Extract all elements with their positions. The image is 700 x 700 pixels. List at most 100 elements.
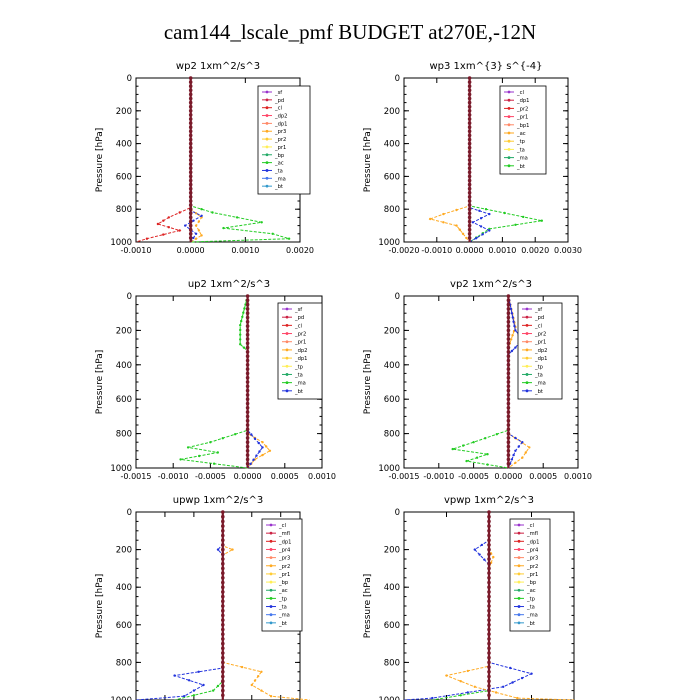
series-marker bbox=[487, 660, 491, 665]
series-marker bbox=[506, 436, 511, 440]
series-marker bbox=[475, 237, 478, 240]
series-marker bbox=[506, 406, 511, 410]
legend-marker bbox=[507, 164, 511, 168]
series-marker bbox=[245, 320, 250, 324]
legend-entry: _dp1 bbox=[534, 356, 547, 362]
series-line bbox=[469, 78, 542, 243]
series-marker bbox=[467, 96, 472, 101]
series-marker bbox=[221, 543, 225, 547]
series-marker bbox=[245, 294, 250, 298]
series-marker bbox=[245, 298, 250, 303]
plot-panel-2: wp3 1xm^{3} s^{-4} Pressure [hPa] 0 200 400 6… bbox=[363, 61, 582, 255]
legend-entry: _ma bbox=[534, 381, 546, 387]
series-marker bbox=[506, 363, 511, 367]
y-tick-label: 600 bbox=[384, 395, 400, 405]
plot-panel-1: wp2 1xm^2/s^3 Pressure [hPa] 0 200 400 600 800… bbox=[95, 61, 314, 255]
series-marker bbox=[200, 234, 203, 237]
series-marker bbox=[245, 311, 250, 316]
x-tick-label: -0.0015 bbox=[389, 472, 420, 481]
series-line bbox=[247, 296, 264, 469]
legend-marker bbox=[525, 364, 529, 368]
legend-marker bbox=[525, 323, 529, 327]
series-marker bbox=[245, 453, 250, 457]
series-marker bbox=[231, 548, 234, 551]
series-marker bbox=[506, 311, 511, 316]
series-marker bbox=[239, 324, 242, 327]
series-marker bbox=[221, 674, 225, 679]
series-marker bbox=[194, 237, 198, 240]
legend-marker bbox=[285, 381, 289, 385]
series-marker bbox=[260, 221, 263, 224]
series-marker bbox=[487, 538, 491, 542]
series-marker bbox=[221, 585, 225, 589]
series-marker bbox=[188, 162, 193, 166]
legend-marker bbox=[269, 564, 273, 568]
legend: _cl _dp1 _pr2 _pr1 _bp1 _ac _tp _ta _ma _bt bbox=[499, 85, 547, 175]
series-marker bbox=[245, 363, 250, 367]
legend-entry: _cl bbox=[526, 523, 534, 529]
legend-entry: _pr2 bbox=[534, 332, 546, 338]
legend-entry: _ma bbox=[516, 156, 528, 162]
series-marker bbox=[261, 453, 264, 457]
y-tick-label: 0 bbox=[127, 74, 132, 84]
x-tick-label: 0.0010 bbox=[231, 246, 259, 255]
series-marker bbox=[221, 608, 225, 613]
series-marker bbox=[506, 375, 511, 380]
series-marker bbox=[459, 680, 462, 683]
series-marker bbox=[506, 358, 511, 363]
series-marker bbox=[512, 320, 515, 323]
series-marker bbox=[245, 440, 250, 445]
legend-entry: _pr3 bbox=[274, 129, 286, 135]
series-marker bbox=[188, 154, 193, 158]
legend-marker bbox=[517, 548, 521, 551]
series-marker bbox=[188, 150, 193, 154]
y-tick-label: 0 bbox=[395, 292, 400, 302]
series-marker bbox=[494, 691, 498, 694]
legend-entry: _ac bbox=[278, 588, 288, 594]
y-tick-label: 800 bbox=[116, 205, 132, 215]
legend-entry: _pr3 bbox=[278, 556, 290, 562]
series-marker bbox=[268, 449, 272, 452]
series-marker bbox=[487, 618, 491, 622]
series-marker bbox=[484, 208, 488, 211]
series-marker bbox=[506, 345, 511, 350]
series-marker bbox=[467, 137, 472, 142]
legend-entry: _bt bbox=[274, 184, 283, 190]
x-tick-label: -0.0010 bbox=[423, 472, 454, 481]
series-marker bbox=[188, 137, 193, 142]
y-tick-label: 800 bbox=[116, 658, 132, 668]
x-tick-label: -0.0010 bbox=[421, 246, 452, 255]
legend-marker bbox=[525, 332, 529, 335]
series-marker bbox=[202, 683, 205, 687]
series-marker bbox=[221, 590, 225, 594]
series-marker bbox=[467, 170, 472, 175]
series-marker bbox=[467, 166, 472, 170]
series-marker bbox=[188, 121, 193, 125]
series-marker bbox=[287, 237, 291, 240]
series-marker bbox=[487, 510, 491, 514]
series-marker bbox=[506, 315, 511, 320]
legend-marker bbox=[525, 340, 529, 344]
series-marker bbox=[506, 354, 511, 359]
legend-marker bbox=[265, 121, 269, 125]
series-marker bbox=[245, 436, 250, 440]
series-marker bbox=[188, 145, 193, 150]
series-marker bbox=[510, 349, 514, 353]
series-marker bbox=[250, 433, 253, 436]
y-tick-label: 200 bbox=[384, 326, 400, 336]
series-marker bbox=[487, 514, 491, 519]
y-tick-label: 600 bbox=[116, 621, 132, 631]
y-tick-label: 0 bbox=[395, 74, 400, 84]
series-marker bbox=[514, 436, 517, 440]
series-marker bbox=[221, 519, 225, 524]
series-marker bbox=[492, 555, 495, 559]
y-axis-label: Pressure [hPa] bbox=[95, 350, 105, 415]
y-tick-label: 0 bbox=[127, 292, 132, 302]
x-tick-label: -0.0005 bbox=[458, 472, 489, 481]
series-marker bbox=[188, 80, 193, 84]
series-marker bbox=[506, 431, 511, 436]
series-marker bbox=[462, 444, 465, 447]
series-marker bbox=[520, 676, 524, 680]
series-marker bbox=[455, 208, 458, 212]
series-marker bbox=[506, 444, 511, 449]
